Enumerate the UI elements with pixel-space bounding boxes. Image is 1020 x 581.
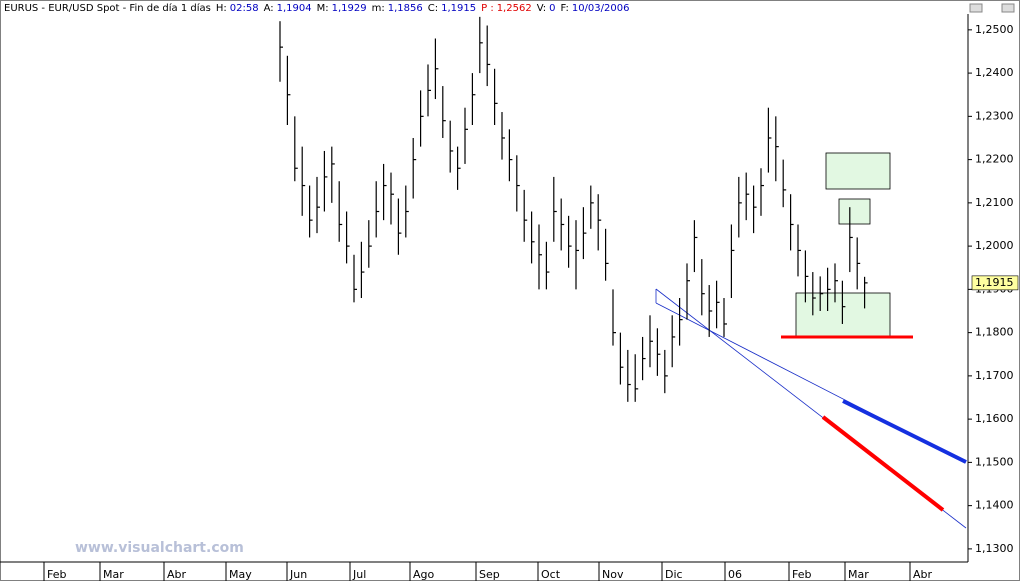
y-tick-label: 1,2400 (975, 66, 1014, 79)
x-tick-label: Sep (479, 568, 500, 581)
y-tick-label: 1,1700 (975, 369, 1014, 382)
x-tick-label: Nov (602, 568, 624, 581)
x-tick-label: Abr (913, 568, 933, 581)
x-tick-label: Feb (792, 568, 811, 581)
header: EURUS - EUR/USD Spot - Fin de día 1 días… (4, 2, 629, 14)
x-tick-label: 06 (728, 568, 742, 581)
y-tick-label: 1,1600 (975, 412, 1014, 425)
x-tick-label: Feb (47, 568, 66, 581)
field-value: 10/03/2006 (572, 3, 630, 14)
y-tick-label: 1,1500 (975, 455, 1014, 468)
y-tick-label: 1,2200 (975, 153, 1014, 166)
y-tick-label: 1,2300 (975, 109, 1014, 122)
field-label: P : (481, 3, 494, 14)
y-tick-label: 1,1800 (975, 326, 1014, 339)
y-tick-label: 1,2100 (975, 196, 1014, 209)
price-bars (279, 16, 868, 402)
zone-box (825, 152, 891, 190)
target-line (821, 415, 945, 512)
field-label: A: (264, 3, 274, 14)
header-text: EURUS - EUR/USD Spot - Fin de día 1 días… (4, 2, 629, 14)
field-value: 02:58 (230, 3, 259, 14)
zone-box (838, 198, 871, 225)
x-tick-label: Abr (167, 568, 187, 581)
scroll-button[interactable] (969, 3, 983, 13)
x-tick-label: Dic (665, 568, 683, 581)
x-tick-label: Jun (289, 568, 307, 581)
x-tick-label: Mar (103, 568, 124, 581)
y-tick-label: 1,1300 (975, 542, 1014, 555)
target-line (842, 399, 967, 464)
field-value: 1,2562 (497, 3, 532, 14)
watermark: www.visualchart.com (75, 540, 244, 556)
y-tick-label: 1,2000 (975, 239, 1014, 252)
field-value: 1,1856 (388, 3, 423, 14)
field-label: m: (372, 3, 385, 14)
field-value: 1,1929 (332, 3, 367, 14)
x-tick-label: May (229, 568, 252, 581)
symbol: EURUS - EUR/USD Spot - Fin de día 1 días (4, 2, 211, 14)
field-label: M: (317, 3, 329, 14)
y-tick-label: 1,1400 (975, 499, 1014, 512)
field-value: 0 (549, 3, 555, 14)
x-tick-label: Mar (848, 568, 869, 581)
last-price-box (971, 275, 1019, 291)
drawings-top (781, 335, 967, 512)
x-tick-label: Ago (413, 568, 435, 581)
x-tick-label: Jul (352, 568, 366, 581)
field-label: H: (216, 3, 227, 14)
field-label: V: (537, 3, 546, 14)
last-price-label: 1,1915 (975, 276, 1014, 289)
x-tick-label: Oct (541, 568, 561, 581)
y-tick-label: 1,2500 (975, 23, 1014, 36)
field-label: F: (560, 3, 568, 14)
scroll-button[interactable] (1001, 3, 1015, 13)
field-label: C: (428, 3, 438, 14)
field-value: 1,1915 (441, 3, 476, 14)
field-value: 1,1904 (277, 3, 312, 14)
